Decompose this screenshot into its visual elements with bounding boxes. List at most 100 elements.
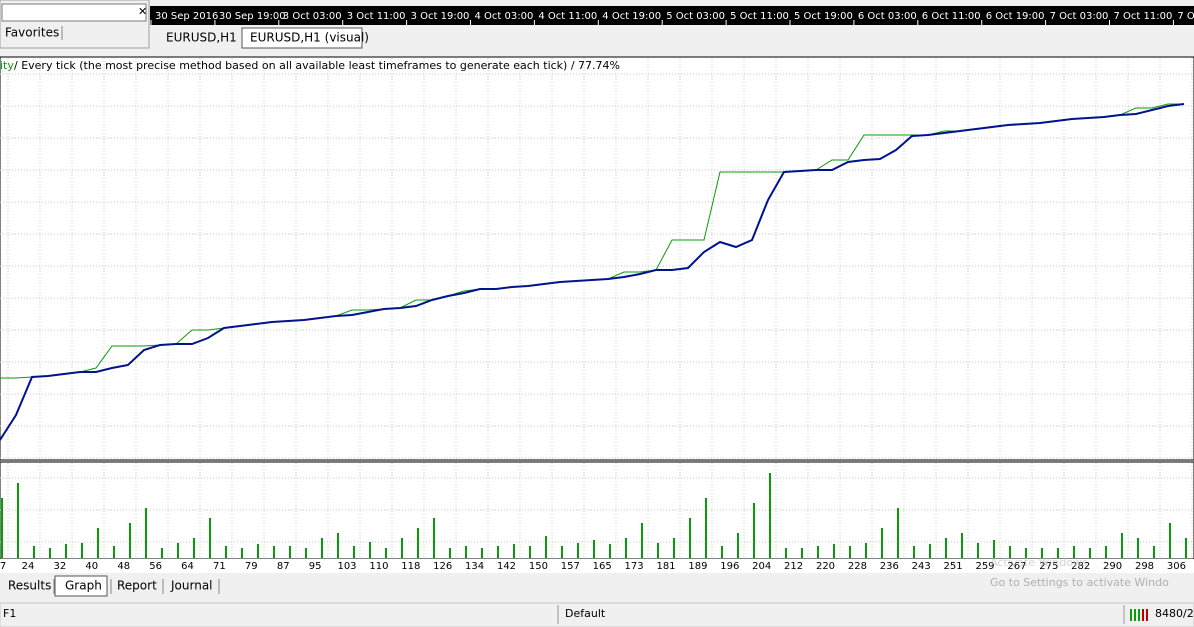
volume-bar <box>673 538 675 558</box>
time-label: 5 Oct 19:00 <box>794 11 853 22</box>
volume-bar <box>609 544 611 558</box>
x-tick-label: 126 <box>433 561 452 572</box>
bottom-tab[interactable]: Graph <box>65 579 102 593</box>
time-label: 6 Oct 19:00 <box>986 11 1045 22</box>
volume-bar <box>401 538 403 558</box>
volume-bar <box>97 528 99 558</box>
chart-tab[interactable]: EURUSD,H1 <box>166 31 237 45</box>
time-label: 4 Oct 11:00 <box>538 11 597 22</box>
x-tick-label: 56 <box>149 561 162 572</box>
volume-bar <box>433 518 435 558</box>
volume-bar <box>1185 538 1187 558</box>
bottom-tabs: Results Graph Report Journal <box>8 579 220 594</box>
chart-tab[interactable]: EURUSD,H1 (visual) <box>250 31 369 45</box>
bottom-tab[interactable]: Report <box>117 579 157 593</box>
x-tick-label: 32 <box>54 561 67 572</box>
volume-bar <box>721 546 723 558</box>
volume-bar <box>881 528 883 558</box>
volume-bar <box>1009 546 1011 558</box>
volume-bar <box>593 540 595 558</box>
volume-bar <box>449 548 451 558</box>
volume-bar <box>705 498 707 558</box>
volume-bar <box>993 540 995 558</box>
x-tick-label: 267 <box>1007 561 1026 572</box>
search-box[interactable] <box>1 3 147 22</box>
volume-bar <box>1025 548 1027 558</box>
volume-bar <box>1073 546 1075 558</box>
x-tick-label: 142 <box>497 561 516 572</box>
status-traffic: 8480/21 <box>1155 607 1194 620</box>
bottom-tab[interactable]: Journal <box>170 579 213 593</box>
x-tick-label: 259 <box>975 561 994 572</box>
volume-bar <box>193 538 195 558</box>
volume-bar <box>1089 548 1091 558</box>
series-line <box>0 103 1185 441</box>
x-tick-label: 189 <box>688 561 707 572</box>
volume-bar <box>977 543 979 558</box>
volume-bar <box>113 546 115 558</box>
volume-bar <box>529 546 531 558</box>
volume-bar <box>913 546 915 558</box>
time-label: 7 O <box>1177 11 1194 22</box>
volume-bar <box>81 543 83 558</box>
x-tick-label: 165 <box>593 561 612 572</box>
x-tick-label: 118 <box>401 561 420 572</box>
close-icon[interactable]: ✕ <box>138 5 147 18</box>
volume-bar <box>1153 546 1155 558</box>
x-tick-label: 173 <box>625 561 644 572</box>
x-tick-label: 24 <box>22 561 35 572</box>
volume-bar <box>545 536 547 558</box>
x-tick-label: 87 <box>277 561 290 572</box>
x-tick-label: 95 <box>309 561 322 572</box>
time-axis <box>150 6 1194 25</box>
status-bar <box>0 602 1194 627</box>
active-tab[interactable] <box>54 575 108 597</box>
x-axis-labels: 7 24 32 40 48 56 64 71 79 87 95 103 110 118 126 134 142 1… <box>0 561 1186 572</box>
volume-bar <box>65 544 67 558</box>
plot <box>0 103 1187 558</box>
x-tick-label: 196 <box>720 561 739 572</box>
volume-bar <box>369 542 371 558</box>
favorites-tab[interactable]: Favorites <box>5 26 59 40</box>
status-help: F1 <box>3 607 16 620</box>
time-label: 3 Oct 19:00 <box>411 11 470 22</box>
volume-bar <box>641 523 643 558</box>
x-tick-label: 7 <box>0 561 6 572</box>
volume-bar <box>801 548 803 558</box>
volume-bar <box>1137 538 1139 558</box>
volume-bar <box>177 543 179 558</box>
x-tick-label: 103 <box>337 561 356 572</box>
x-tick-label: 290 <box>1103 561 1122 572</box>
x-tick-label: 48 <box>117 561 130 572</box>
volume-bar <box>209 518 211 558</box>
traffic-icon <box>1130 609 1148 621</box>
volume-bar <box>897 508 899 558</box>
time-label: 30 Sep 2016 <box>155 11 218 22</box>
x-tick-label: 306 <box>1167 561 1186 572</box>
time-label: 5 Oct 03:00 <box>666 11 725 22</box>
bottom-tab[interactable]: Results <box>8 579 51 593</box>
volume-bar <box>17 483 19 558</box>
active-tab[interactable] <box>241 27 363 49</box>
legend-tail: ity <box>0 59 14 72</box>
time-label: 6 Oct 11:00 <box>922 11 981 22</box>
watermark: Go to Settings to activate Windo <box>990 576 1169 589</box>
time-label: 30 Sep 19:00 <box>219 11 286 22</box>
volume-bar <box>385 548 387 558</box>
volume-bar <box>497 546 499 558</box>
volume-bar <box>785 548 787 558</box>
x-tick-label: 220 <box>816 561 835 572</box>
x-tick-label: 251 <box>944 561 963 572</box>
x-tick-label: 71 <box>213 561 226 572</box>
volume-bar <box>129 523 131 558</box>
volume-bar <box>929 544 931 558</box>
x-tick-label: 298 <box>1135 561 1154 572</box>
volume-bar <box>737 533 739 558</box>
x-tick-label: 110 <box>369 561 388 572</box>
volume-bar <box>513 544 515 558</box>
volume-bar <box>465 546 467 558</box>
volume-bar <box>337 533 339 558</box>
x-tick-label: 228 <box>848 561 867 572</box>
x-tick-label: 236 <box>880 561 899 572</box>
x-tick-label: 157 <box>561 561 580 572</box>
